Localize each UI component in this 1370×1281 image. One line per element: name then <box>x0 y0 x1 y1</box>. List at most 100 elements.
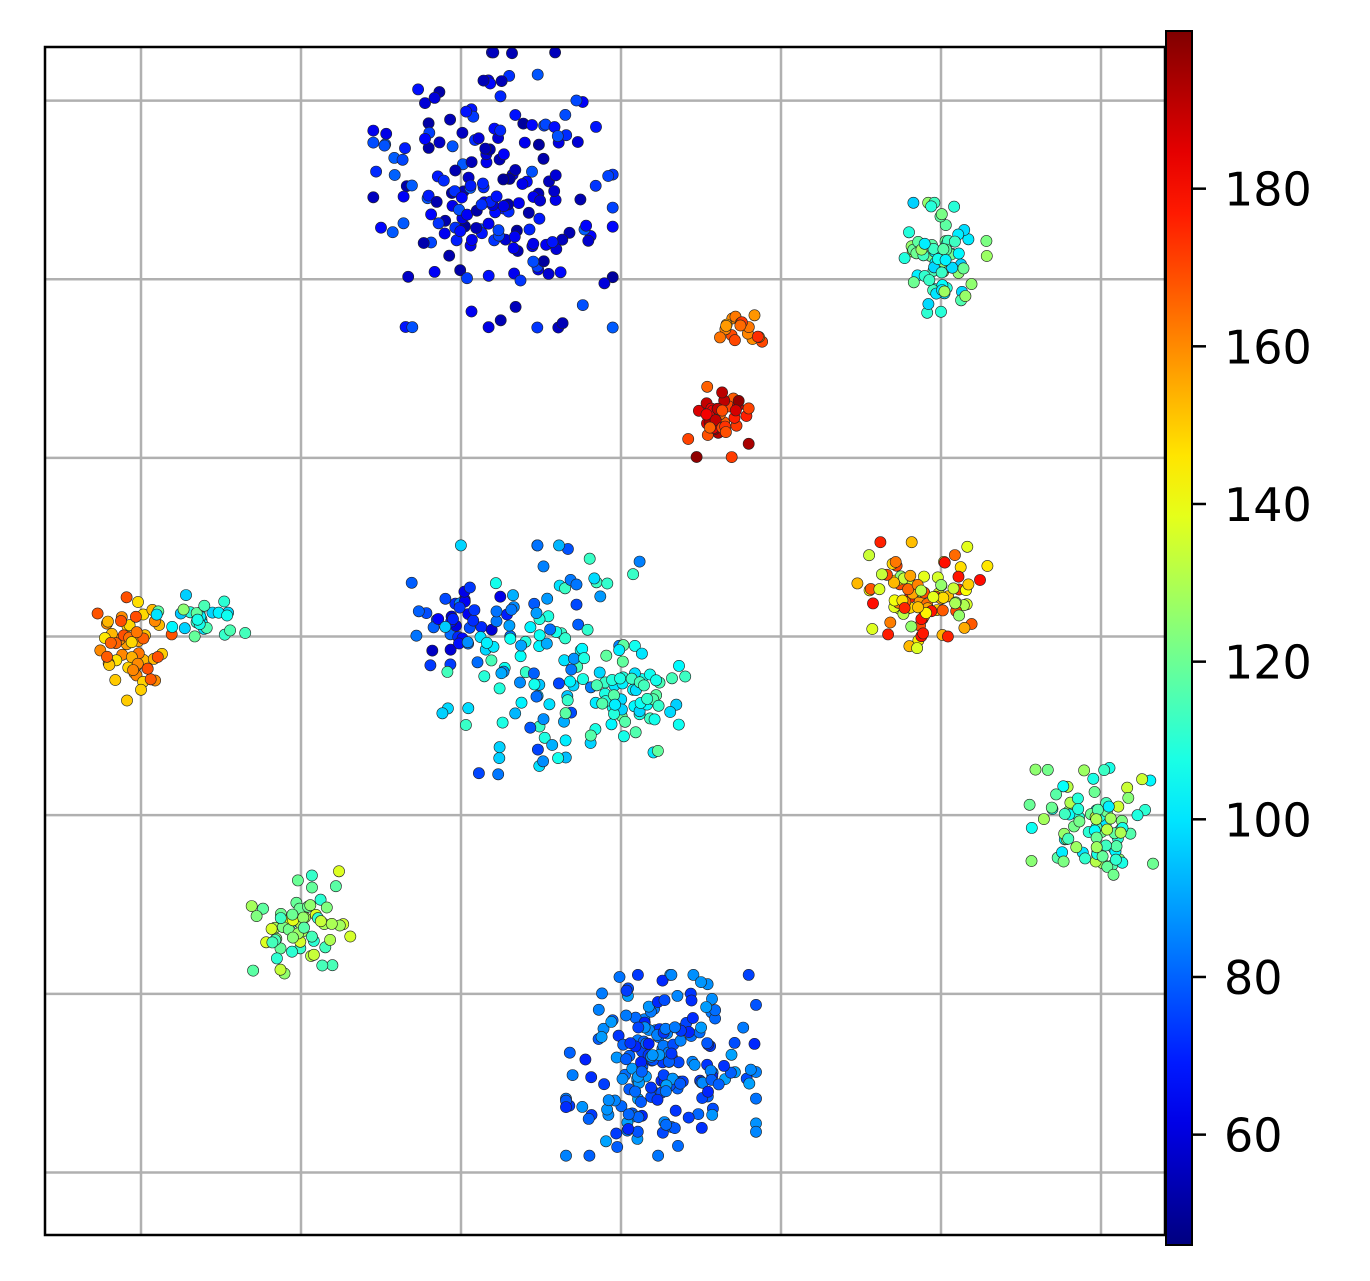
data-point <box>1072 792 1084 805</box>
data-point <box>250 910 263 922</box>
data-point <box>558 654 571 667</box>
data-point <box>981 560 994 572</box>
data-point <box>949 235 961 248</box>
data-point <box>454 264 467 277</box>
data-point <box>533 138 545 151</box>
data-point <box>947 582 960 595</box>
data-point <box>503 619 516 632</box>
data-point <box>725 451 738 463</box>
data-point <box>298 921 310 934</box>
data-point <box>291 874 304 887</box>
data-point <box>598 1078 610 1091</box>
data-point <box>1057 855 1070 868</box>
data-point <box>939 219 952 231</box>
data-point <box>472 767 485 780</box>
data-point <box>439 592 452 605</box>
data-point <box>397 217 410 230</box>
data-point <box>541 592 554 605</box>
colorbar-tick-label: 160 <box>1224 320 1312 374</box>
data-point <box>574 193 587 206</box>
data-point <box>665 1047 678 1060</box>
data-point <box>867 597 879 610</box>
data-point <box>454 539 467 552</box>
data-point <box>1122 792 1135 804</box>
data-point <box>490 615 503 628</box>
colorbar-tick-label: 100 <box>1224 793 1312 847</box>
data-point <box>245 900 258 912</box>
data-point <box>537 755 549 768</box>
data-point <box>622 1123 635 1135</box>
data-point <box>424 659 437 672</box>
data-point <box>490 605 503 618</box>
data-point <box>417 237 430 249</box>
colorbar-ticks: 60 80 100 120 140 160 180 <box>1192 163 1312 1163</box>
data-point <box>925 200 938 213</box>
data-point <box>712 1078 725 1091</box>
colorbar <box>1165 30 1193 1246</box>
data-point <box>606 271 619 284</box>
data-point <box>333 865 345 878</box>
data-point <box>598 277 611 290</box>
data-point <box>583 1149 596 1162</box>
colorbar-tick-label: 140 <box>1224 478 1312 532</box>
data-point <box>632 969 644 981</box>
data-point <box>307 948 320 961</box>
data-point <box>1029 763 1042 776</box>
data-point <box>530 690 543 703</box>
data-point <box>564 675 576 688</box>
data-point <box>546 739 559 751</box>
data-point <box>948 200 960 213</box>
data-point <box>915 584 927 597</box>
data-point <box>1096 850 1109 863</box>
data-point <box>101 650 113 663</box>
data-point <box>959 290 972 302</box>
data-point <box>397 190 410 203</box>
data-point <box>583 552 596 565</box>
data-point <box>135 683 147 696</box>
data-point <box>91 607 104 620</box>
data-point <box>898 252 911 264</box>
data-point <box>917 627 929 640</box>
data-point <box>478 670 491 683</box>
data-point <box>509 707 522 720</box>
data-point <box>1062 832 1075 845</box>
data-point <box>412 605 425 618</box>
data-point <box>570 94 583 107</box>
data-point <box>454 225 467 238</box>
data-point <box>426 644 439 657</box>
data-point <box>1079 852 1091 865</box>
data-point <box>563 1046 576 1059</box>
data-point <box>508 230 521 243</box>
data-points <box>91 46 1159 1162</box>
data-point <box>606 321 619 334</box>
data-point <box>750 1092 762 1105</box>
data-point <box>911 642 923 654</box>
data-point <box>537 560 550 573</box>
data-point <box>549 169 562 182</box>
data-point <box>465 305 478 318</box>
data-point <box>314 915 327 928</box>
data-point <box>477 74 490 87</box>
data-point <box>476 177 489 190</box>
data-point <box>274 912 287 924</box>
data-point <box>552 752 564 764</box>
data-point <box>286 931 299 944</box>
data-point <box>636 647 648 660</box>
data-point <box>961 540 974 553</box>
data-point <box>507 242 520 255</box>
data-point <box>642 1037 655 1050</box>
data-point <box>565 663 578 676</box>
data-point <box>527 255 540 268</box>
data-point <box>375 221 387 234</box>
data-point <box>725 1048 738 1061</box>
data-point <box>632 1021 645 1034</box>
data-point <box>151 651 164 663</box>
data-point <box>419 97 431 109</box>
data-point <box>504 632 517 645</box>
data-point <box>580 219 592 232</box>
data-point <box>1101 861 1114 873</box>
data-point <box>679 670 692 683</box>
data-point <box>582 234 595 247</box>
data-point <box>651 1093 664 1106</box>
data-point <box>1090 841 1103 854</box>
